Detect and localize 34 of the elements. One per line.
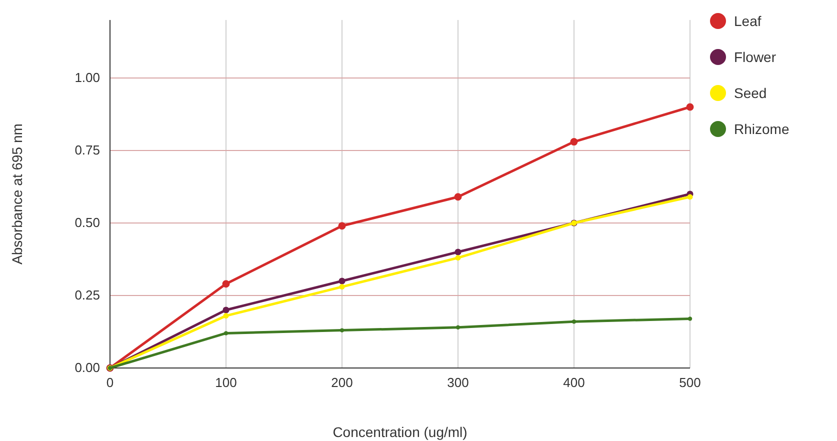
point — [572, 319, 576, 324]
point — [570, 138, 578, 146]
point — [340, 328, 344, 332]
x-tick-label: 0 — [106, 375, 114, 390]
x-axis-title: Concentration (ug/ml) — [332, 424, 468, 440]
point — [455, 255, 461, 261]
point — [338, 278, 346, 284]
y-tick-label: 1.00 — [74, 70, 100, 86]
point — [222, 306, 230, 314]
x-tick-label: 500 — [679, 375, 701, 390]
legend-label: Rhizome — [734, 121, 790, 137]
x-tick-label: 300 — [447, 375, 469, 390]
point — [339, 284, 345, 290]
legend-label: Flower — [734, 49, 776, 65]
point — [454, 248, 462, 256]
point — [454, 193, 462, 201]
point — [338, 222, 346, 230]
y-axis-title: Absorbance at 695 nm — [9, 124, 25, 264]
legend-label: Leaf — [734, 13, 762, 29]
x-tick-label: 100 — [215, 375, 237, 390]
point — [222, 280, 230, 288]
point — [687, 194, 693, 200]
y-tick-label: 0.00 — [74, 360, 100, 376]
x-tick-label: 400 — [563, 375, 585, 390]
y-tick-label: 0.75 — [74, 142, 100, 158]
point — [456, 325, 460, 330]
y-tick-label: 0.25 — [74, 288, 100, 303]
point — [223, 313, 229, 319]
point — [224, 331, 228, 336]
legend-label: Seed — [734, 85, 767, 101]
point — [688, 316, 692, 321]
point — [686, 103, 694, 111]
x-tick-label: 200 — [331, 375, 353, 390]
y-tick-label: 0.50 — [74, 215, 100, 230]
